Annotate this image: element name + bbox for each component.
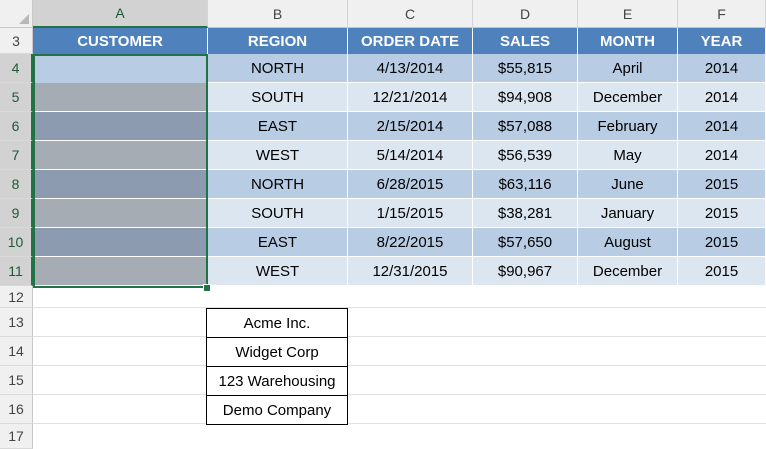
month-cell[interactable]: February <box>578 112 678 141</box>
customer-cell[interactable] <box>33 54 208 83</box>
column-header-d[interactable]: D <box>473 0 578 28</box>
month-cell[interactable]: April <box>578 54 678 83</box>
month-cell[interactable]: December <box>578 257 678 286</box>
customer-cell[interactable] <box>33 83 208 112</box>
region-cell[interactable]: WEST <box>208 141 348 170</box>
select-all-corner[interactable] <box>0 0 33 28</box>
sales-cell[interactable]: $56,539 <box>473 141 578 170</box>
month-cell[interactable]: June <box>578 170 678 199</box>
sales-cell[interactable]: $57,088 <box>473 112 578 141</box>
region-cell[interactable]: NORTH <box>208 170 348 199</box>
header-region[interactable]: REGION <box>208 28 348 54</box>
year-cell[interactable]: 2015 <box>678 228 766 257</box>
month-cell[interactable]: January <box>578 199 678 228</box>
header-month[interactable]: MONTH <box>578 28 678 54</box>
region-cell[interactable]: EAST <box>208 228 348 257</box>
sales-cell[interactable]: $63,116 <box>473 170 578 199</box>
region-cell[interactable]: NORTH <box>208 54 348 83</box>
row-header-13[interactable]: 13 <box>0 308 33 337</box>
year-cell[interactable]: 2014 <box>678 112 766 141</box>
month-cell[interactable]: December <box>578 83 678 112</box>
region-cell[interactable]: SOUTH <box>208 83 348 112</box>
customer-list-item[interactable]: Acme Inc. <box>206 308 348 338</box>
column-header-b[interactable]: B <box>208 0 348 28</box>
row-header-4[interactable]: 4 <box>0 54 33 83</box>
header-sales[interactable]: SALES <box>473 28 578 54</box>
sales-cell[interactable]: $90,967 <box>473 257 578 286</box>
row-header-7[interactable]: 7 <box>0 141 33 170</box>
row-header-11[interactable]: 11 <box>0 257 33 286</box>
region-cell[interactable]: WEST <box>208 257 348 286</box>
gridline <box>33 307 766 308</box>
customer-cell[interactable] <box>33 228 208 257</box>
customer-cell[interactable] <box>33 170 208 199</box>
select-all-triangle-icon <box>19 14 29 24</box>
row-header-3[interactable]: 3 <box>0 28 33 54</box>
customer-list-item[interactable]: Widget Corp <box>206 337 348 367</box>
year-cell[interactable]: 2015 <box>678 170 766 199</box>
order-date-cell[interactable]: 8/22/2015 <box>348 228 473 257</box>
customer-cell[interactable] <box>33 199 208 228</box>
column-header-e[interactable]: E <box>578 0 678 28</box>
order-date-cell[interactable]: 12/31/2015 <box>348 257 473 286</box>
month-cell[interactable]: May <box>578 141 678 170</box>
row-header-15[interactable]: 15 <box>0 366 33 395</box>
column-header-a[interactable]: A <box>33 0 208 28</box>
year-cell[interactable]: 2015 <box>678 199 766 228</box>
header-customer[interactable]: CUSTOMER <box>33 28 208 54</box>
order-date-cell[interactable]: 12/21/2014 <box>348 83 473 112</box>
gridline <box>33 336 766 337</box>
order-date-cell[interactable]: 6/28/2015 <box>348 170 473 199</box>
gridline <box>33 423 766 424</box>
row-header-5[interactable]: 5 <box>0 83 33 112</box>
region-cell[interactable]: EAST <box>208 112 348 141</box>
order-date-cell[interactable]: 1/15/2015 <box>348 199 473 228</box>
gridline <box>33 365 766 366</box>
column-header-c[interactable]: C <box>348 0 473 28</box>
region-cell[interactable]: SOUTH <box>208 199 348 228</box>
row-header-6[interactable]: 6 <box>0 112 33 141</box>
sales-cell[interactable]: $55,815 <box>473 54 578 83</box>
year-cell[interactable]: 2014 <box>678 141 766 170</box>
header-year[interactable]: YEAR <box>678 28 766 54</box>
order-date-cell[interactable]: 2/15/2014 <box>348 112 473 141</box>
customer-cell[interactable] <box>33 141 208 170</box>
sales-cell[interactable]: $94,908 <box>473 83 578 112</box>
month-cell[interactable]: August <box>578 228 678 257</box>
customer-list-item[interactable]: Demo Company <box>206 395 348 425</box>
customer-cell[interactable] <box>33 112 208 141</box>
fill-handle[interactable] <box>203 284 211 292</box>
year-cell[interactable]: 2014 <box>678 54 766 83</box>
row-header-12[interactable]: 12 <box>0 286 33 308</box>
gridline <box>33 394 766 395</box>
row-header-16[interactable]: 16 <box>0 395 33 424</box>
row-header-14[interactable]: 14 <box>0 337 33 366</box>
row-header-10[interactable]: 10 <box>0 228 33 257</box>
year-cell[interactable]: 2014 <box>678 83 766 112</box>
row-header-8[interactable]: 8 <box>0 170 33 199</box>
sales-cell[interactable]: $38,281 <box>473 199 578 228</box>
sales-cell[interactable]: $57,650 <box>473 228 578 257</box>
customer-cell[interactable] <box>33 257 208 286</box>
customer-list-item[interactable]: 123 Warehousing <box>206 366 348 396</box>
header-order-date[interactable]: ORDER DATE <box>348 28 473 54</box>
row-header-9[interactable]: 9 <box>0 199 33 228</box>
column-header-f[interactable]: F <box>678 0 766 28</box>
year-cell[interactable]: 2015 <box>678 257 766 286</box>
order-date-cell[interactable]: 4/13/2014 <box>348 54 473 83</box>
order-date-cell[interactable]: 5/14/2014 <box>348 141 473 170</box>
row-header-17[interactable]: 17 <box>0 424 33 449</box>
